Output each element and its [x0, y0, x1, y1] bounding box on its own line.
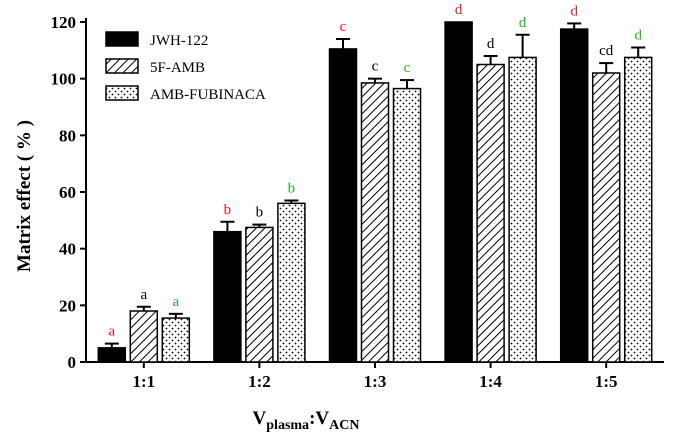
x-axis-title: Vplasma:VACN [253, 408, 360, 433]
bar-5f-amb-1 [129, 310, 159, 363]
annotation-amb-fubinaca-4: d [519, 15, 527, 31]
bar-amb-fubinaca-4 [508, 56, 537, 363]
legend: JWH-122 5F-AMB AMB-FUBINACA [105, 31, 266, 103]
annotation-5f-amb-2: b [256, 205, 264, 221]
annotation-5f-amb-1: a [140, 287, 147, 303]
annotation-jwh-122-2: b [224, 202, 232, 218]
y-tick-label-80: 80 [59, 126, 76, 145]
bar-jwh-122-2 [213, 230, 242, 363]
bar-5f-amb-2 [245, 226, 274, 363]
bar-jwh-122-3 [328, 48, 358, 363]
y-tick-label-60: 60 [59, 183, 76, 202]
annotation-5f-amb-5: cd [599, 43, 614, 59]
y-tick-label-0: 0 [68, 353, 77, 372]
bar-jwh-122-1 [97, 347, 127, 363]
x-tick-label-4: 1:4 [479, 372, 502, 391]
x-axis-title-sep: :V [309, 408, 329, 429]
bar-amb-fubinaca-5 [623, 56, 653, 363]
error-bars [104, 22, 646, 348]
x-tick-label-3: 1:3 [364, 372, 387, 391]
x-tick-label-2: 1:2 [248, 372, 271, 391]
bar-amb-fubinaca-1 [161, 317, 191, 363]
bar-5f-amb-5 [591, 72, 621, 363]
bar-5f-amb-3 [360, 82, 390, 363]
annotation-5f-amb-3: c [372, 59, 379, 75]
y-tick-label-40: 40 [59, 240, 76, 259]
legend-label-jwh-122: JWH-122 [150, 33, 208, 49]
x-tick-label-1: 1:1 [132, 372, 155, 391]
legend-swatch-amb-fubinaca [105, 85, 139, 101]
legend-swatch-5f-amb [105, 58, 139, 74]
bar-jwh-122-4 [444, 21, 473, 363]
y-axis-title: Matrix effect ( % ) [14, 120, 35, 272]
y-tick-label-20: 20 [59, 296, 76, 315]
annotation-amb-fubinaca-5: d [634, 28, 642, 44]
bar-5f-amb-4 [476, 63, 505, 363]
bar-amb-fubinaca-3 [392, 87, 422, 363]
annotation-jwh-122-3: c [340, 19, 347, 35]
annotation-jwh-122-5: d [570, 3, 578, 19]
bar-jwh-122-5 [559, 28, 589, 363]
annotation-amb-fubinaca-2: b [288, 181, 296, 197]
x-tick-label-5: 1:5 [595, 372, 618, 391]
y-tick-label-120: 120 [51, 13, 77, 32]
axes: 0 20 40 60 80 100 120 1:1 1:2 1:3 1:4 1:5 [51, 13, 664, 391]
annotation-5f-amb-4: d [487, 36, 495, 52]
annotation-amb-fubinaca-3: c [404, 60, 411, 76]
legend-label-amb-fubinaca: AMB-FUBINACA [150, 87, 266, 103]
x-axis-title-sub2: ACN [329, 418, 359, 433]
bar-amb-fubinaca-2 [277, 202, 306, 363]
bars [97, 21, 653, 363]
legend-label-5f-amb: 5F-AMB [150, 60, 205, 76]
x-axis-title-main: V [253, 408, 267, 429]
y-tick-label-100: 100 [51, 70, 77, 89]
x-axis-title-sub1: plasma [266, 418, 309, 433]
annotation-jwh-122-4: d [455, 2, 463, 18]
legend-swatch-jwh-122 [105, 31, 139, 47]
annotation-amb-fubinaca-1: a [172, 294, 179, 310]
annotation-jwh-122-1: a [108, 324, 115, 340]
